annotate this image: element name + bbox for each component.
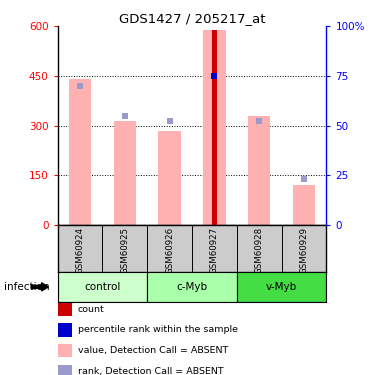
Bar bbox=[69, 79, 91, 225]
Text: rank, Detection Call = ABSENT: rank, Detection Call = ABSENT bbox=[78, 367, 224, 375]
Text: percentile rank within the sample: percentile rank within the sample bbox=[78, 326, 238, 334]
Bar bbox=[58, 272, 147, 302]
Bar bbox=[237, 272, 326, 302]
Text: GSM60924: GSM60924 bbox=[75, 227, 85, 274]
Text: GSM60925: GSM60925 bbox=[120, 227, 129, 274]
Text: control: control bbox=[84, 282, 121, 292]
Text: GSM60926: GSM60926 bbox=[165, 227, 174, 274]
Bar bbox=[147, 272, 237, 302]
Bar bbox=[203, 30, 226, 225]
Bar bbox=[212, 30, 217, 225]
Text: GSM60928: GSM60928 bbox=[255, 227, 264, 274]
Bar bbox=[293, 185, 315, 225]
Text: c-Myb: c-Myb bbox=[177, 282, 207, 292]
Text: value, Detection Call = ABSENT: value, Detection Call = ABSENT bbox=[78, 346, 228, 355]
Text: infection: infection bbox=[4, 282, 49, 292]
Bar bbox=[158, 130, 181, 225]
Text: v-Myb: v-Myb bbox=[266, 282, 297, 292]
Bar bbox=[114, 121, 136, 225]
Text: GSM60929: GSM60929 bbox=[299, 227, 309, 274]
Text: GSM60927: GSM60927 bbox=[210, 227, 219, 274]
Text: count: count bbox=[78, 305, 105, 314]
Title: GDS1427 / 205217_at: GDS1427 / 205217_at bbox=[119, 12, 265, 25]
Bar bbox=[248, 116, 270, 225]
